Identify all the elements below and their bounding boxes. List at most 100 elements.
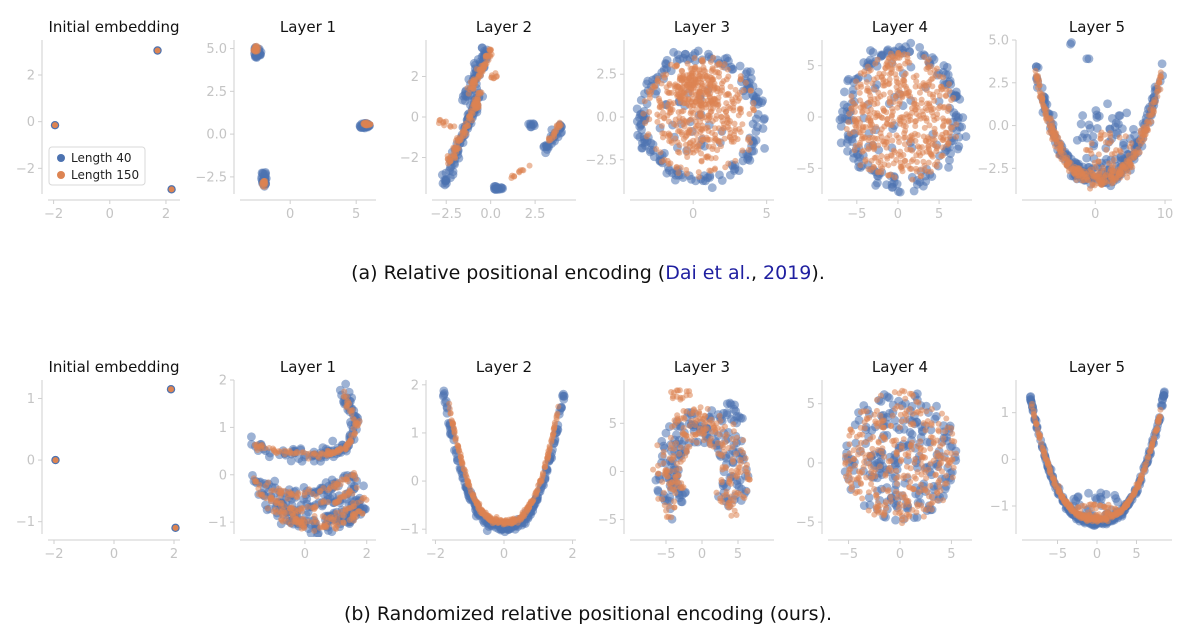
data-point	[858, 439, 865, 446]
data-point	[923, 87, 930, 94]
data-point	[641, 98, 648, 105]
data-point	[919, 487, 926, 494]
scatter-points	[840, 387, 961, 527]
data-point	[934, 143, 941, 150]
data-point	[893, 480, 900, 487]
data-point	[848, 105, 855, 112]
data-point	[1110, 179, 1117, 186]
data-point	[696, 111, 703, 118]
data-point	[533, 490, 540, 497]
data-point	[882, 472, 889, 479]
data-point	[337, 519, 344, 526]
data-point	[942, 428, 949, 435]
data-point	[1108, 173, 1115, 180]
data-point	[858, 446, 865, 453]
data-point	[461, 124, 468, 131]
data-point	[868, 480, 875, 487]
data-point	[953, 144, 963, 154]
data-point	[917, 481, 924, 488]
data-point	[700, 437, 707, 444]
data-point	[669, 486, 676, 493]
data-point	[906, 405, 913, 412]
y-tick-label: 0.0	[596, 111, 617, 126]
data-point	[729, 471, 736, 478]
data-point	[873, 123, 880, 130]
data-point	[675, 169, 682, 176]
y-tick-label: −5	[796, 516, 815, 531]
x-tick-label: 0	[500, 547, 508, 562]
data-point	[949, 474, 956, 481]
data-point	[927, 63, 934, 70]
data-point	[884, 488, 891, 495]
data-point	[1087, 185, 1094, 192]
data-point	[692, 118, 699, 125]
data-point	[706, 167, 713, 174]
data-point	[671, 417, 678, 424]
data-point	[351, 430, 358, 437]
data-point	[869, 80, 876, 87]
data-point	[668, 139, 675, 146]
y-tick-label: 2.5	[206, 85, 227, 100]
data-point	[662, 467, 669, 474]
data-point	[913, 509, 920, 516]
x-tick-label: 10	[1157, 207, 1174, 222]
data-point	[948, 96, 955, 103]
data-point	[912, 118, 919, 125]
data-point	[1095, 151, 1102, 158]
data-point	[286, 456, 296, 466]
y-tick-label: −1	[208, 516, 227, 531]
data-point	[698, 57, 705, 64]
data-point	[912, 456, 919, 463]
data-point	[678, 480, 685, 487]
data-point	[891, 515, 900, 525]
data-point	[1085, 123, 1095, 133]
data-point	[953, 450, 960, 457]
data-point	[736, 126, 743, 133]
data-point	[903, 417, 910, 424]
data-point	[721, 135, 728, 142]
data-point	[718, 479, 725, 486]
data-point	[860, 135, 867, 142]
data-point	[701, 430, 708, 437]
data-point	[742, 79, 749, 86]
data-point	[659, 109, 666, 116]
series-length-150	[52, 386, 179, 531]
data-point	[867, 436, 874, 443]
data-point	[927, 482, 934, 489]
data-point	[860, 463, 867, 470]
data-point	[922, 82, 929, 89]
data-point	[939, 144, 946, 151]
data-point	[935, 479, 942, 486]
data-point	[739, 121, 746, 128]
data-point	[261, 445, 268, 452]
data-point	[297, 456, 307, 466]
data-point	[701, 114, 708, 121]
data-point	[935, 465, 942, 472]
y-tick-label: 0.0	[988, 119, 1009, 134]
data-point	[659, 130, 666, 137]
data-point	[910, 156, 917, 163]
data-point	[920, 513, 927, 520]
data-point	[725, 160, 732, 167]
data-point	[913, 78, 920, 85]
data-point	[855, 451, 862, 458]
data-point	[737, 76, 744, 83]
subplot-title: Layer 1	[280, 18, 336, 36]
y-tick-label: 5	[609, 417, 617, 432]
data-point	[702, 419, 709, 426]
data-point	[901, 81, 908, 88]
x-tick-label: −5	[847, 207, 866, 222]
data-point	[926, 100, 933, 107]
data-point	[902, 70, 909, 77]
data-point	[440, 389, 449, 398]
data-point	[704, 405, 711, 412]
data-point	[892, 405, 899, 412]
data-point	[717, 497, 724, 504]
x-tick-label: 0	[894, 207, 902, 222]
y-tick-label: 2	[27, 69, 35, 84]
data-point	[278, 511, 285, 518]
data-point	[1154, 85, 1161, 92]
y-tick-label: 0	[807, 111, 815, 126]
data-point	[700, 64, 707, 71]
